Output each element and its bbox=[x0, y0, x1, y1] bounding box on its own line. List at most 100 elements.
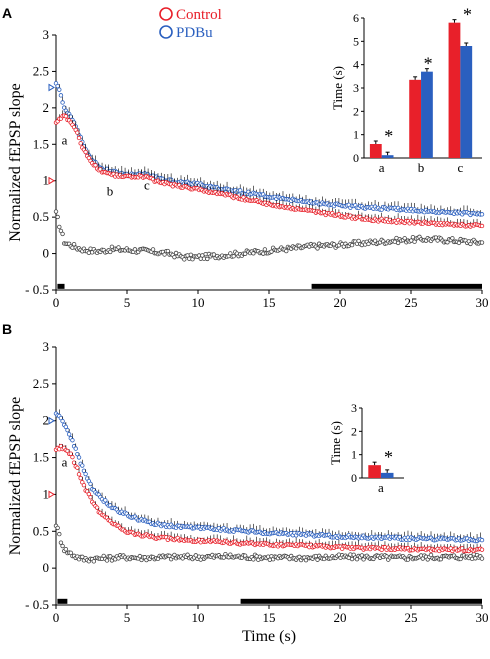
data-point bbox=[349, 242, 355, 248]
inset-y-axis-label: Time (s) bbox=[330, 66, 345, 110]
inset-y-tick-label: 6 bbox=[353, 11, 359, 25]
significance-star: * bbox=[384, 126, 393, 146]
inset-y-axis-label: Time (s) bbox=[328, 421, 343, 465]
data-point bbox=[70, 454, 75, 460]
inset-y-tick-label: 4 bbox=[353, 58, 359, 72]
inset-y-tick-label: 0 bbox=[353, 151, 359, 165]
data-point bbox=[88, 481, 93, 487]
x-tick-label: 5 bbox=[124, 610, 131, 625]
inset-y-tick-label: 1 bbox=[353, 128, 359, 142]
inset-y-tick-label: 3 bbox=[353, 81, 359, 95]
data-point bbox=[479, 547, 485, 552]
y-tick-label: 2 bbox=[43, 413, 50, 428]
x-tick-label: 15 bbox=[263, 610, 276, 625]
data-point bbox=[172, 552, 177, 558]
x-tick-label: 25 bbox=[405, 610, 418, 625]
panel-letter: B bbox=[2, 321, 12, 337]
data-point bbox=[60, 418, 65, 424]
data-point bbox=[165, 248, 171, 254]
panel-a: A- 0.500.511.522.530 5 10 15 20 25 30Normalize… bbox=[2, 5, 489, 310]
data-point bbox=[103, 498, 108, 503]
inset-y-tick-label: 0 bbox=[351, 471, 357, 485]
x-tick-label: 10 bbox=[192, 295, 205, 310]
series-control bbox=[53, 443, 485, 554]
stimulus-bar bbox=[57, 598, 68, 604]
inset-bar-control bbox=[369, 144, 382, 158]
data-point bbox=[182, 257, 187, 262]
inset-category-label: a bbox=[379, 160, 385, 175]
y-tick-label: 2.5 bbox=[33, 376, 49, 391]
data-point bbox=[76, 472, 82, 477]
y-tick-label: 1 bbox=[43, 486, 50, 501]
data-point bbox=[94, 505, 100, 510]
inset-y-tick-label: 2 bbox=[351, 424, 357, 438]
data-point bbox=[76, 135, 82, 141]
arrowhead-pdbu bbox=[48, 416, 55, 425]
y-tick-label: 0.5 bbox=[33, 523, 49, 538]
y-tick-label: 3 bbox=[43, 27, 50, 42]
data-point bbox=[116, 245, 121, 250]
x-tick-label: 10 bbox=[192, 610, 205, 625]
data-point bbox=[66, 432, 72, 437]
data-point bbox=[58, 540, 64, 545]
data-point bbox=[65, 427, 70, 433]
x-tick-label: 0 bbox=[53, 295, 60, 310]
inset-bar-chart: 0 1 2 3 Time (s) a* bbox=[328, 401, 404, 495]
legend-marker-pdbu bbox=[159, 25, 173, 39]
inset-bar-control bbox=[409, 79, 422, 158]
data-point bbox=[60, 543, 65, 549]
significance-star: * bbox=[463, 5, 472, 25]
data-point bbox=[70, 438, 75, 443]
data-point bbox=[63, 546, 69, 552]
x-tick-label: 20 bbox=[334, 295, 347, 310]
data-point bbox=[75, 465, 80, 470]
data-point bbox=[162, 252, 167, 257]
data-point bbox=[71, 242, 77, 247]
y-tick-label: 0 bbox=[43, 246, 50, 261]
y-axis-label: Normalized fEPSP slope bbox=[7, 397, 24, 556]
series-difference bbox=[53, 523, 485, 564]
data-point bbox=[58, 93, 64, 98]
inset-y-tick-label: 3 bbox=[351, 401, 357, 415]
data-point bbox=[60, 231, 65, 237]
y-tick-label: - 0.5 bbox=[25, 597, 49, 612]
inset-y-tick-label: 2 bbox=[353, 104, 359, 118]
y-tick-label: - 0.5 bbox=[25, 282, 49, 297]
data-point bbox=[331, 242, 337, 247]
data-point bbox=[76, 455, 82, 460]
panel-letter: A bbox=[2, 5, 12, 21]
stimulus-bar bbox=[240, 598, 482, 604]
panel-b: B- 0.500.511.522.530 5 10 15 20 25 30Normalize… bbox=[2, 321, 489, 645]
y-axis-label: Normalized fEPSP slope bbox=[7, 83, 24, 242]
arrowhead-control bbox=[48, 490, 55, 499]
data-point bbox=[284, 248, 289, 254]
marker-label-a: a bbox=[62, 454, 68, 469]
inset-bar-pdbu bbox=[380, 472, 394, 478]
x-tick-label: 20 bbox=[334, 610, 347, 625]
legend-marker-control bbox=[159, 7, 173, 21]
arrowhead-pdbu bbox=[48, 83, 55, 92]
y-tick-label: 3 bbox=[43, 339, 50, 354]
data-point bbox=[405, 557, 411, 562]
data-point bbox=[83, 471, 88, 477]
data-point bbox=[78, 475, 83, 481]
significance-star: * bbox=[424, 54, 433, 74]
data-point bbox=[91, 559, 97, 564]
inset-y-tick-label: 5 bbox=[353, 34, 359, 48]
y-tick-label: 1.5 bbox=[33, 136, 49, 151]
data-point bbox=[104, 558, 110, 563]
data-point bbox=[57, 531, 62, 537]
x-tick-label: 25 bbox=[405, 295, 418, 310]
data-point bbox=[315, 557, 320, 562]
data-point bbox=[68, 451, 74, 456]
marker-label-b: b bbox=[107, 183, 114, 198]
data-point bbox=[108, 249, 113, 255]
data-point bbox=[88, 495, 93, 500]
data-point bbox=[479, 240, 485, 245]
data-point bbox=[83, 149, 88, 155]
inset-bar-control bbox=[368, 465, 381, 478]
inset-bar-pdbu bbox=[421, 71, 433, 158]
data-point bbox=[60, 100, 65, 105]
data-point bbox=[456, 240, 462, 246]
